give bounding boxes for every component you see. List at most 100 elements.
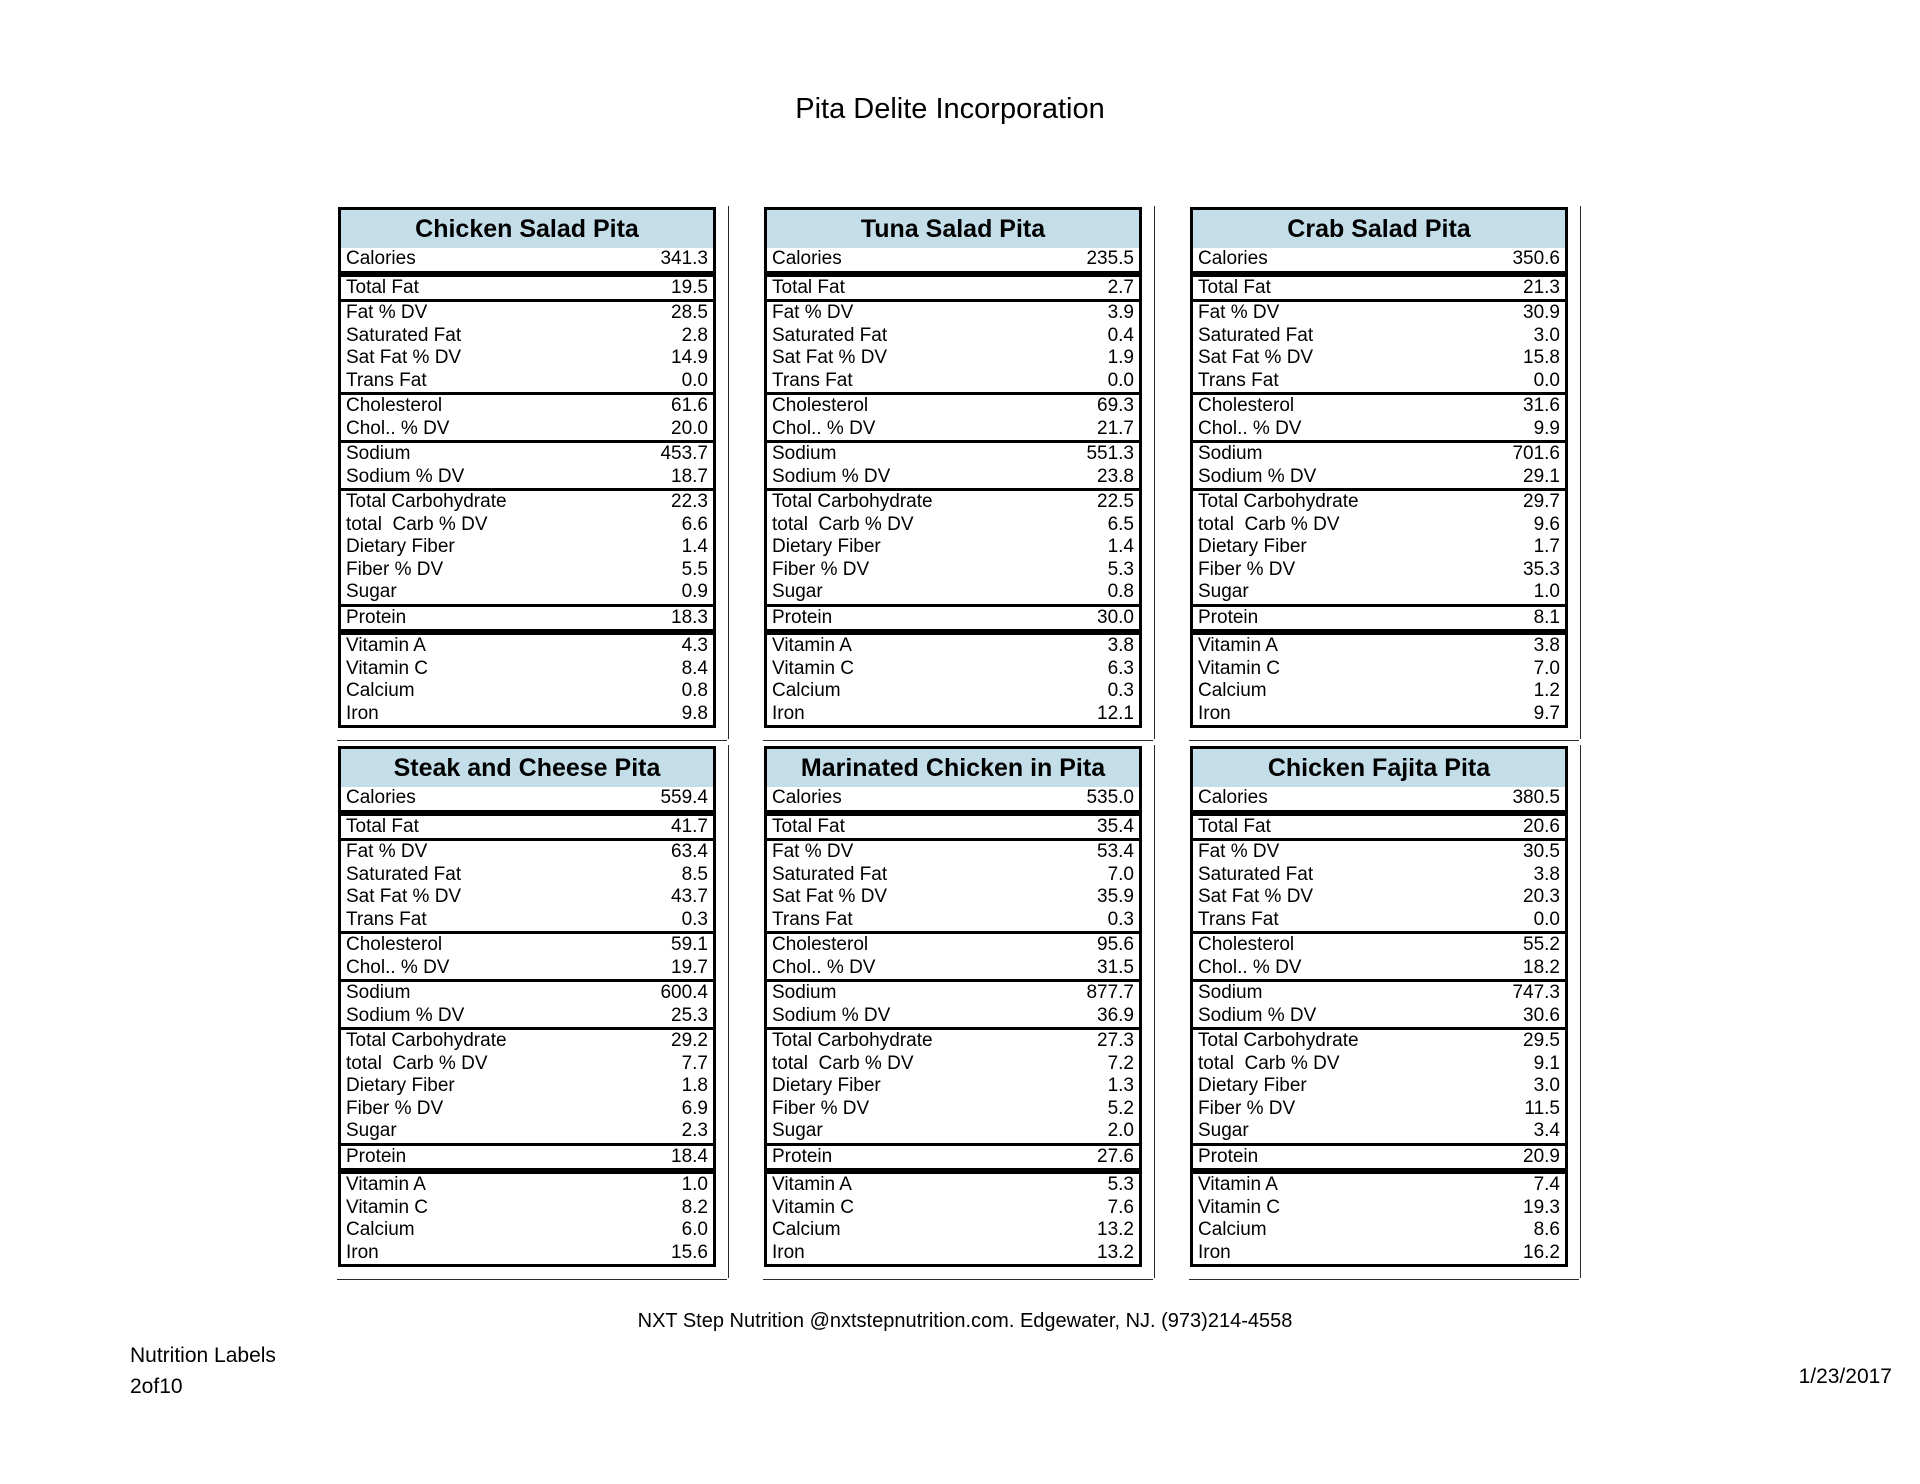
nutrient-value: 7.4 — [1533, 1174, 1560, 1195]
nutrient-label: Trans Fat — [1198, 369, 1279, 391]
nutrient-label: Protein — [346, 606, 407, 628]
nutrition-table: Chicken Salad Pita Calories 341.3 Total … — [337, 206, 729, 741]
nutrient-label: Cholesterol — [1198, 395, 1295, 416]
nutrient-value: 0.0 — [1107, 369, 1134, 391]
table-row: total Carb % DV 7.7 — [341, 1053, 713, 1076]
nutrient-label: total Carb % DV — [1198, 1052, 1340, 1074]
nutrient-label: Fiber % DV — [346, 558, 444, 580]
nutrition-tables-grid: Chicken Salad Pita Calories 341.3 Total … — [337, 206, 1581, 1280]
nutrient-value: 8.6 — [1533, 1219, 1560, 1240]
nutrient-value: 453.7 — [660, 443, 708, 464]
nutrient-label: Chol.. % DV — [346, 956, 450, 978]
nutrient-value: 19.3 — [1523, 1196, 1560, 1218]
nutrient-label: Iron — [1198, 702, 1231, 724]
nutrition-table-title: Steak and Cheese Pita — [341, 749, 713, 787]
table-row: Fiber % DV 5.5 — [341, 559, 713, 582]
table-row: Sodium 551.3 — [767, 443, 1139, 466]
nutrient-value: 41.7 — [671, 815, 708, 837]
nutrient-label: Fat % DV — [1198, 841, 1280, 862]
nutrient-label: Sodium — [1198, 443, 1263, 464]
nutrient-label: Fat % DV — [1198, 302, 1280, 323]
table-row: Iron 15.6 — [341, 1242, 713, 1265]
nutrition-table-rows: Calories 535.0 Total Fat 35.4 Fat % DV 5… — [767, 787, 1139, 1264]
nutrient-value: 0.3 — [1107, 908, 1134, 930]
nutrient-value: 20.3 — [1523, 886, 1560, 907]
nutrient-value: 0.3 — [1107, 680, 1134, 701]
nutrient-label: Total Fat — [1198, 276, 1271, 298]
table-row: Dietary Fiber 3.0 — [1193, 1075, 1565, 1098]
table-row: Sodium 600.4 — [341, 982, 713, 1005]
nutrient-value: 877.7 — [1086, 982, 1134, 1003]
nutrient-value: 9.1 — [1533, 1052, 1560, 1074]
table-row: Fat % DV 28.5 — [341, 302, 713, 325]
nutrition-table-rows: Calories 559.4 Total Fat 41.7 Fat % DV 6… — [341, 787, 713, 1264]
nutrient-value: 25.3 — [671, 1004, 708, 1026]
nutrient-label: Vitamin C — [1198, 1196, 1281, 1218]
nutrient-value: 12.1 — [1097, 702, 1134, 724]
nutrient-label: Sodium % DV — [772, 465, 891, 487]
nutrient-label: Fiber % DV — [346, 1097, 444, 1119]
nutrient-label: total Carb % DV — [346, 1052, 488, 1074]
nutrient-value: 31.5 — [1097, 956, 1134, 978]
nutrition-table: Tuna Salad Pita Calories 235.5 Total Fat… — [763, 206, 1155, 741]
footer-left-block: Nutrition Labels 2of10 — [130, 1340, 276, 1402]
table-row: Fiber % DV 35.3 — [1193, 559, 1565, 582]
nutrient-label: Calcium — [1198, 1219, 1267, 1240]
nutrient-label: Fat % DV — [346, 302, 428, 323]
table-row: Saturated Fat 7.0 — [767, 864, 1139, 887]
nutrient-value: 35.9 — [1097, 886, 1134, 907]
table-row: Calcium 0.8 — [341, 680, 713, 703]
nutrient-value: 535.0 — [1086, 787, 1134, 808]
table-row: Sat Fat % DV 14.9 — [341, 347, 713, 370]
nutrient-label: Protein — [772, 606, 833, 628]
nutrient-value: 3.0 — [1533, 1075, 1560, 1096]
nutrient-value: 69.3 — [1097, 395, 1134, 416]
nutrient-label: Total Fat — [346, 815, 419, 837]
table-row: Fat % DV 30.9 — [1193, 302, 1565, 325]
nutrient-value: 8.1 — [1533, 606, 1560, 628]
table-row: Trans Fat 0.3 — [341, 909, 713, 934]
nutrient-label: Calcium — [346, 1219, 415, 1240]
nutrient-value: 29.2 — [671, 1030, 708, 1051]
nutrient-value: 22.5 — [1097, 491, 1134, 512]
nutrient-label: Sodium % DV — [346, 465, 465, 487]
nutrient-label: total Carb % DV — [772, 1052, 914, 1074]
nutrient-label: Fiber % DV — [1198, 558, 1296, 580]
table-row: Iron 13.2 — [767, 1242, 1139, 1265]
table-row: Sodium % DV 29.1 — [1193, 466, 1565, 491]
nutrient-value: 9.9 — [1533, 417, 1560, 439]
nutrient-value: 21.7 — [1097, 417, 1134, 439]
nutrient-value: 2.7 — [1107, 276, 1134, 298]
nutrient-value: 1.2 — [1533, 680, 1560, 701]
nutrition-table-rows: Calories 341.3 Total Fat 19.5 Fat % DV 2… — [341, 248, 713, 725]
table-row: Chol.. % DV 31.5 — [767, 956, 1139, 982]
nutrient-label: Saturated Fat — [772, 324, 888, 346]
table-row: Cholesterol 61.6 — [341, 395, 713, 418]
nutrient-label: Fiber % DV — [772, 558, 870, 580]
nutrient-value: 7.0 — [1533, 657, 1560, 679]
nutrient-label: Vitamin A — [346, 1174, 426, 1195]
nutrient-label: Sugar — [772, 581, 823, 602]
nutrition-table-title: Chicken Fajita Pita — [1193, 749, 1565, 787]
table-row: Vitamin C 19.3 — [1193, 1197, 1565, 1220]
table-row: Sugar 0.9 — [341, 581, 713, 607]
nutrient-label: Vitamin A — [772, 635, 852, 656]
nutrient-label: Sodium % DV — [1198, 1004, 1317, 1026]
table-row: Sodium % DV 30.6 — [1193, 1004, 1565, 1030]
nutrient-label: Vitamin A — [1198, 1174, 1278, 1195]
nutrient-label: Iron — [346, 702, 379, 724]
nutrient-label: Sat Fat % DV — [346, 886, 462, 907]
nutrient-value: 701.6 — [1512, 443, 1560, 464]
nutrient-label: Sat Fat % DV — [346, 347, 462, 368]
table-row: Fat % DV 30.5 — [1193, 841, 1565, 864]
nutrient-label: Vitamin C — [1198, 657, 1281, 679]
nutrient-value: 18.7 — [671, 465, 708, 487]
nutrient-label: Calories — [346, 787, 416, 808]
footer-contact-line: NXT Step Nutrition @nxtstepnutrition.com… — [637, 1310, 1293, 1332]
nutrient-value: 3.0 — [1533, 324, 1560, 346]
nutrient-value: 15.6 — [671, 1241, 708, 1263]
table-row: Sat Fat % DV 43.7 — [341, 886, 713, 909]
nutrient-value: 3.9 — [1107, 302, 1134, 323]
nutrient-label: Calcium — [1198, 680, 1267, 701]
table-row: Total Carbohydrate 22.5 — [767, 491, 1139, 514]
